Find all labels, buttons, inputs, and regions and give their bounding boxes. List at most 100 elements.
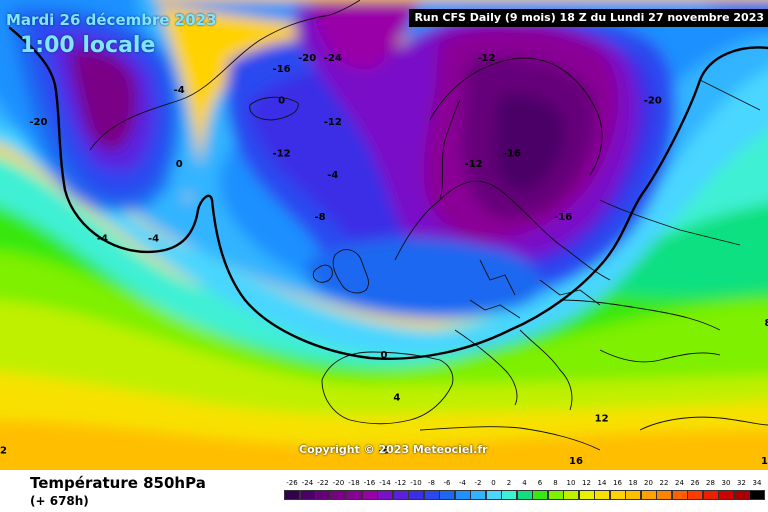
scale-label: 4 [522,479,527,487]
scale-label: -20 [332,479,345,487]
scale-label: 24 [675,479,684,487]
scale-label: 0 [491,479,496,487]
scale-label: 18 [628,479,638,487]
contour-label: 16 [761,456,768,467]
lead-time: (+ 678h) [30,494,89,508]
scale-label: 6 [537,479,543,487]
contour-label: -12 [273,149,291,160]
scale-label: -12 [394,479,407,487]
scale-label: -8 [428,479,435,487]
scale-swatch [718,490,734,500]
contour-label: -8 [314,212,325,223]
scale-swatch [749,490,765,500]
run-info: Run CFS Daily (9 mois) 18 Z du Lundi 27 … [409,9,768,27]
scale-swatch [361,490,378,500]
scale-label: -16 [363,479,376,487]
scale-label: 32 [737,479,746,487]
scale-swatch [346,490,362,500]
coastlines [89,0,768,451]
scale-label: 10 [566,479,576,487]
scale-label: 16 [613,479,622,487]
contour-label: 0 [176,159,183,170]
contour-label: 4 [393,392,400,403]
contour-label: -12 [477,53,495,64]
zero-degree-isotherm [8,26,768,360]
scale-swatch [423,490,440,500]
scale-swatch [594,490,610,500]
contour-label: -20 [298,53,316,64]
temperature-field [0,0,768,470]
scale-swatch [439,490,455,500]
scale-label: 8 [553,479,558,487]
scale-swatch [516,490,533,500]
scale-swatch [454,490,471,500]
scale-swatch [578,490,595,500]
scale-swatch [470,490,486,500]
scale-label: 30 [721,479,731,487]
scale-swatch [299,490,316,500]
scale-swatch [656,490,672,500]
scale-swatch [671,490,688,500]
contour-label: 8 [765,318,768,329]
scale-swatch [532,490,548,500]
scale-label: -24 [301,479,314,487]
contour-label: -16 [503,149,521,160]
scale-swatch [625,490,641,500]
scale-label: -18 [348,479,360,487]
contour-label: 0 [381,350,388,361]
scale-label: 20 [644,479,653,487]
contour-labels: -16-20-12-8-16-20-24-40-12-12-120-4-12-1… [0,53,768,467]
scale-swatch [284,490,300,500]
contour-label: -12 [465,159,483,170]
contour-label: 0 [278,96,285,107]
scale-swatch [640,490,657,500]
scale-label: 26 [690,479,700,487]
scale-swatch [702,490,719,500]
scale-label: -4 [459,479,466,487]
scale-label: 12 [582,479,591,487]
scale-swatch [687,490,703,500]
scale-label: 14 [597,479,607,487]
scale-swatch [377,490,393,500]
contour-label: -24 [324,53,342,64]
forecast-date: Mardi 26 décembre 2023 [6,11,217,29]
scale-swatch [330,490,347,500]
contour-label: -16 [554,212,572,223]
scale-label: -26 [286,479,298,487]
contour-label: -4 [148,233,159,244]
scale-label: 22 [659,479,669,487]
parameter-title: Température 850hPa [30,474,206,492]
scale-label: -10 [410,479,422,487]
scale-label: -14 [379,479,391,487]
scale-swatch [408,490,424,500]
contour-label: 12 [0,445,7,456]
contour-label: -4 [97,233,108,244]
contour-label: -4 [327,170,338,181]
scale-swatch [315,490,331,500]
temperature-map: -16-20-12-8-16-20-24-40-12-12-120-4-12-1… [0,0,768,470]
scale-label: 34 [752,479,762,487]
forecast-time: 1:00 locale [20,33,156,58]
scale-label: -6 [443,479,451,487]
contour-label: -20 [644,96,662,107]
copyright: Copyright © 2023 Meteociel.fr [299,443,488,456]
scale-swatch [547,490,564,500]
scale-swatch [609,490,626,500]
scale-swatch [485,490,502,500]
contour-label: -8 [378,445,389,456]
contour-label: 12 [595,414,609,425]
scale-label: 28 [706,479,715,487]
contour-label: 16 [569,456,583,467]
scale-label: -22 [317,479,329,487]
contour-label: -16 [273,64,291,75]
scale-label: 2 [506,479,512,487]
contour-label: -4 [174,85,185,96]
scale-swatch [733,490,750,500]
scale-swatch [392,490,409,500]
contour-label: -20 [29,117,47,128]
scale-swatch [501,490,517,500]
scale-swatch [563,490,579,500]
contour-label: -12 [324,117,342,128]
scale-label: -2 [474,479,482,487]
